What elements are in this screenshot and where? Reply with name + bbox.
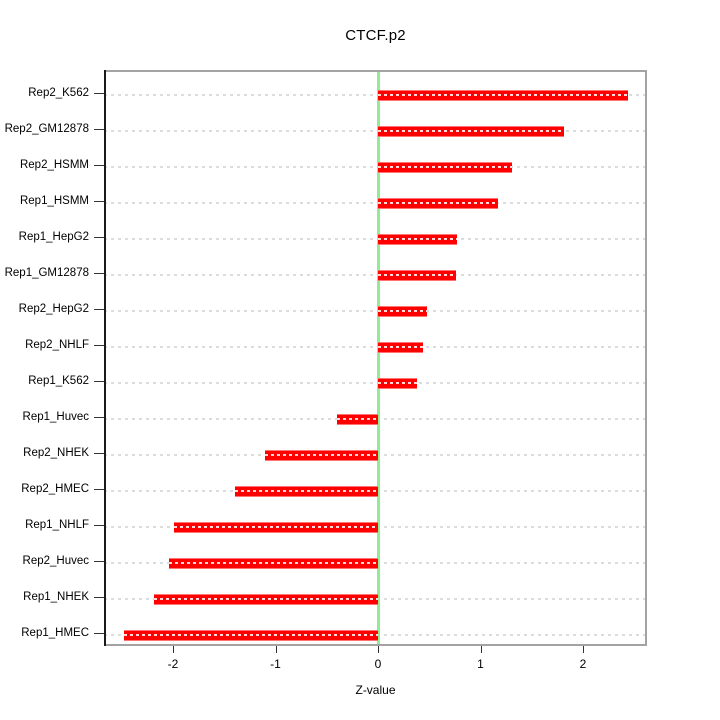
chart-title: CTCF.p2 bbox=[345, 27, 406, 44]
x-tick-mark bbox=[480, 646, 482, 653]
gridline bbox=[104, 382, 645, 384]
y-tick-mark bbox=[94, 633, 104, 634]
bar-Rep1_Huvec bbox=[337, 413, 378, 425]
gridline bbox=[104, 274, 645, 276]
y-tick-mark bbox=[94, 525, 104, 526]
y-tick-mark bbox=[94, 165, 104, 166]
gridline bbox=[104, 310, 645, 312]
y-axis-label-Rep1_NHEK: Rep1_NHEK bbox=[23, 591, 89, 603]
bar-Rep2_NHLF bbox=[378, 341, 424, 353]
bar-Rep2_NHEK bbox=[265, 449, 378, 461]
y-axis-label-Rep1_HMEC: Rep1_HMEC bbox=[21, 627, 89, 639]
x-tick-label-1: 1 bbox=[477, 657, 484, 671]
y-axis-label-Rep2_HSMM: Rep2_HSMM bbox=[19, 159, 89, 171]
x-tick-label-2: 2 bbox=[579, 657, 587, 671]
y-tick-mark bbox=[94, 489, 104, 490]
bar-Rep1_NHEK bbox=[153, 593, 379, 605]
y-tick-mark bbox=[94, 345, 104, 346]
bar-Rep1_HepG2 bbox=[378, 233, 457, 245]
y-tick-mark bbox=[94, 273, 104, 274]
y-tick-mark bbox=[94, 309, 104, 310]
bar-Rep1_HSMM bbox=[378, 197, 498, 209]
y-tick-mark bbox=[94, 561, 104, 562]
y-axis-label-Rep1_HSMM: Rep1_HSMM bbox=[19, 195, 89, 207]
x-tick-mark bbox=[173, 646, 174, 653]
bar-Rep1_NHLF bbox=[174, 521, 378, 533]
y-axis-label-Rep1_K562: Rep1_K562 bbox=[28, 375, 89, 387]
gridline bbox=[104, 202, 645, 204]
x-axis-title: Z-value bbox=[355, 683, 396, 697]
y-axis-label-Rep2_NHEK: Rep2_NHEK bbox=[23, 447, 89, 459]
y-tick-mark bbox=[94, 93, 104, 94]
zero-reference-line bbox=[377, 72, 380, 644]
bar-Rep2_HSMM bbox=[378, 161, 513, 173]
y-axis-label-Rep2_K562: Rep2_K562 bbox=[28, 87, 89, 99]
bar-Rep2_K562 bbox=[378, 89, 629, 101]
gridline bbox=[104, 346, 645, 348]
y-tick-mark bbox=[94, 201, 104, 202]
gridline bbox=[104, 130, 645, 132]
y-axis-line bbox=[104, 70, 106, 646]
y-tick-mark bbox=[94, 381, 104, 382]
gridline bbox=[104, 238, 645, 240]
y-tick-mark bbox=[94, 237, 104, 238]
plot-area bbox=[104, 70, 647, 646]
bar-Rep2_HMEC bbox=[234, 485, 378, 497]
bar-Rep1_GM12878 bbox=[378, 269, 456, 281]
gridline bbox=[104, 94, 645, 96]
bar-Rep2_GM12878 bbox=[378, 125, 564, 137]
y-axis-label-Rep2_HepG2: Rep2_HepG2 bbox=[18, 303, 89, 315]
x-tick-label--1: -1 bbox=[270, 657, 281, 671]
y-axis-label-Rep1_NHLF: Rep1_NHLF bbox=[25, 519, 89, 531]
x-tick-mark bbox=[583, 646, 584, 653]
bar-Rep1_HMEC bbox=[123, 629, 379, 641]
y-axis-label-Rep2_Huvec: Rep2_Huvec bbox=[22, 555, 89, 567]
y-axis-label-Rep2_NHLF: Rep2_NHLF bbox=[25, 339, 89, 351]
y-axis-label-Rep1_GM12878: Rep1_GM12878 bbox=[4, 267, 89, 279]
x-tick-label-0: 0 bbox=[374, 657, 382, 671]
x-tick-mark bbox=[378, 646, 379, 653]
x-tick-label--2: -2 bbox=[167, 657, 179, 671]
bar-Rep2_Huvec bbox=[168, 557, 379, 569]
y-tick-mark bbox=[94, 453, 104, 454]
gridline bbox=[104, 166, 645, 168]
bar-Rep1_K562 bbox=[378, 377, 417, 389]
x-tick-mark bbox=[275, 646, 277, 653]
y-tick-mark bbox=[94, 129, 104, 130]
bar-Rep2_HepG2 bbox=[378, 305, 428, 317]
y-axis-label-Rep1_Huvec: Rep1_Huvec bbox=[22, 411, 89, 423]
y-axis-label-Rep2_HMEC: Rep2_HMEC bbox=[21, 483, 89, 495]
y-tick-mark bbox=[94, 597, 104, 598]
y-axis-label-Rep1_HepG2: Rep1_HepG2 bbox=[18, 231, 89, 243]
y-axis-label-Rep2_GM12878: Rep2_GM12878 bbox=[4, 123, 89, 135]
y-tick-mark bbox=[94, 417, 104, 418]
